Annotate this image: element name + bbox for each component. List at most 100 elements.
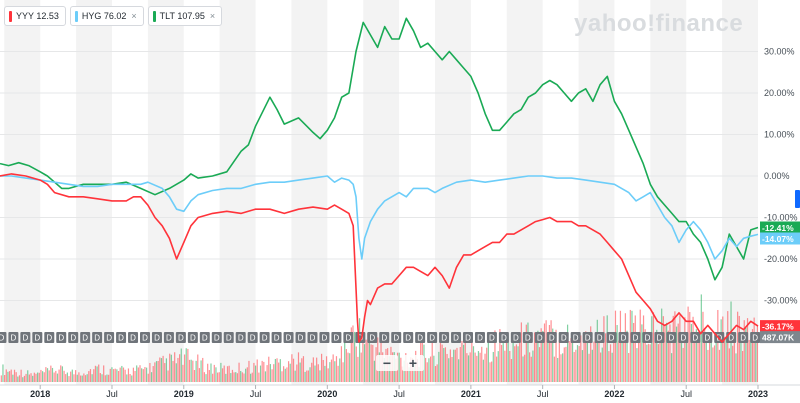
volume-bar — [276, 358, 278, 382]
volume-bar — [279, 359, 281, 382]
y-tick-label: 30.00% — [764, 47, 795, 57]
volume-bar — [482, 359, 484, 382]
volume-bar — [41, 371, 44, 382]
dividend-marker — [32, 332, 43, 343]
volume-bar — [530, 356, 532, 382]
volume-bar — [197, 354, 199, 382]
volume-bar — [37, 372, 39, 382]
volume-bar — [462, 344, 465, 382]
volume-bar — [439, 338, 442, 382]
volume-bar — [200, 360, 202, 382]
volume-bar — [500, 344, 503, 382]
volume-bar — [581, 350, 584, 382]
volume-bar — [228, 365, 230, 382]
volume-bar — [216, 372, 219, 382]
volume-bar — [710, 341, 712, 382]
volume-bar — [347, 352, 349, 382]
volume-bar — [510, 359, 513, 382]
volume-bar — [718, 349, 721, 382]
legend-label: HYG 76.02 — [81, 11, 127, 21]
volume-bar — [355, 346, 357, 382]
close-icon[interactable] — [210, 11, 215, 21]
volume-bar — [141, 368, 143, 382]
volume-bar — [553, 356, 555, 382]
dividend-marker-label: D — [310, 334, 316, 343]
volume-bar — [324, 365, 326, 382]
volume-bar — [212, 373, 214, 382]
volume-bar — [317, 364, 319, 382]
volume-bar — [573, 352, 575, 382]
volume-bar — [679, 315, 681, 382]
dividend-marker — [104, 332, 115, 343]
volume-bar — [86, 374, 88, 382]
volume-bar — [45, 367, 47, 382]
side-panel-toggle[interactable] — [795, 190, 800, 208]
dividend-marker-label: D — [489, 334, 495, 343]
last-value-tags: -12.41%-14.07% -36.17%487.07K — [760, 221, 800, 344]
gridlines — [0, 51, 758, 301]
volume-bar — [230, 373, 232, 382]
volume-bar — [30, 373, 32, 382]
volume-bar — [527, 322, 529, 382]
dividend-marker — [391, 332, 402, 343]
volume-bar — [43, 372, 45, 382]
volume-bar — [225, 373, 227, 382]
volume-bar — [192, 360, 194, 382]
dividend-marker-label: D — [501, 334, 507, 343]
dividend-marker — [738, 332, 749, 343]
volume-bar — [350, 327, 352, 382]
volume-bar — [606, 315, 608, 382]
zoom-in-button[interactable]: + — [402, 355, 424, 371]
volume-bar — [89, 369, 92, 382]
legend-label: TLT 107.95 — [159, 11, 205, 21]
volume-bar — [520, 322, 522, 382]
volume-bar — [575, 349, 577, 382]
volume-bar — [299, 362, 301, 382]
volume-bar — [259, 365, 262, 382]
volume-bar — [339, 358, 341, 382]
legend-chip-yyy[interactable]: YYY 12.53 — [4, 6, 66, 26]
volume-bar — [23, 375, 26, 382]
volume-bar — [535, 342, 537, 382]
x-tick-label: 2020 — [317, 389, 337, 399]
volume-bar — [588, 353, 590, 382]
dividend-marker-label: D — [238, 334, 244, 343]
value-tag-label-hyg: -14.07% — [762, 234, 794, 244]
volume-bar — [96, 366, 98, 382]
volume-bar — [689, 311, 691, 382]
volume-bar — [342, 362, 344, 382]
y-tick-label: 20.00% — [764, 88, 795, 98]
volume-bar — [570, 338, 572, 382]
dividend-marker-label: D — [609, 334, 615, 343]
volume-bar — [58, 369, 60, 382]
volume-bar — [213, 364, 215, 382]
volume-bar — [641, 324, 643, 382]
volume-bar — [349, 353, 351, 382]
volume-bar — [335, 356, 338, 382]
volume-bar — [360, 352, 362, 382]
volume-bar — [466, 353, 468, 382]
volume-bar — [586, 334, 589, 382]
volume-bar — [321, 353, 323, 382]
volume-bar — [644, 329, 646, 382]
volume-bar — [600, 352, 602, 382]
volume-bar — [146, 367, 148, 382]
volume-bar — [304, 371, 306, 382]
volume-bar — [628, 353, 630, 382]
volume-bar — [593, 341, 595, 382]
volume-bar — [550, 320, 552, 382]
dividend-marker — [163, 332, 174, 343]
legend-chip-tlt[interactable]: TLT 107.95 — [147, 6, 223, 26]
legend-chip-hyg[interactable]: HYG 76.02 — [69, 6, 144, 26]
legend-label: YYY 12.53 — [16, 11, 59, 21]
close-icon[interactable] — [131, 11, 136, 21]
zoom-out-button[interactable]: − — [376, 355, 398, 371]
volume-bar — [512, 339, 514, 382]
volume-bar — [340, 346, 343, 382]
volume-bar — [287, 361, 290, 382]
volume-bar — [103, 365, 105, 382]
volume-bar — [20, 369, 22, 382]
volume-bar — [543, 323, 546, 382]
volume-bar — [728, 348, 730, 382]
volume-bar — [98, 364, 100, 382]
